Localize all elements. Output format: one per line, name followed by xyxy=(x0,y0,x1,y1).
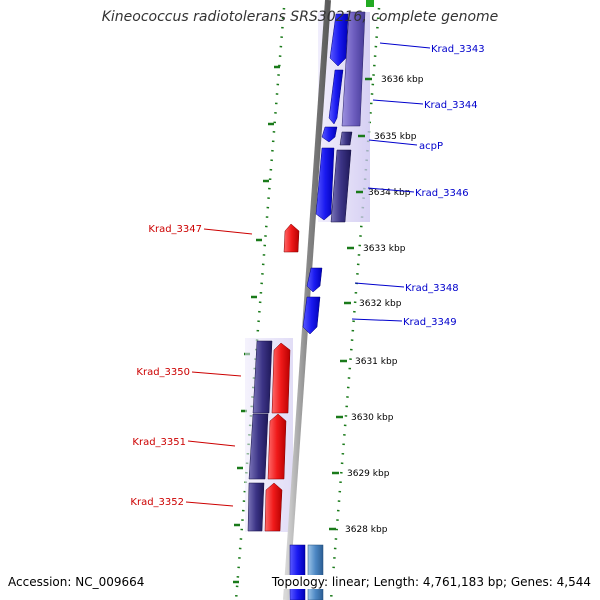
scale-label: 3631 kbp xyxy=(355,357,398,367)
gene-label-krad-3352[interactable]: Krad_3352 xyxy=(130,497,184,508)
rna-navy-3352 xyxy=(247,482,265,532)
gene-label-krad-3343[interactable]: Krad_3343 xyxy=(431,44,485,55)
gene-bottom-blue xyxy=(289,544,306,600)
gene-label-acpP[interactable]: acpP xyxy=(419,141,443,152)
forward-leaders xyxy=(351,42,431,322)
reverse-rna-features xyxy=(247,340,273,532)
scale-label: 3634 kbp xyxy=(368,188,411,198)
scale-label: 3628 kbp xyxy=(345,525,388,535)
gene-krad-3348 xyxy=(306,267,323,293)
gene-krad-3349 xyxy=(302,296,321,335)
genome-title: Kineococcus radiotolerans SRS30216, comp… xyxy=(101,9,499,25)
gene-krad-3351 xyxy=(267,413,287,480)
scale-label: 3632 kbp xyxy=(359,299,402,309)
scale-ticks xyxy=(329,77,372,531)
genome-summary: Topology: linear; Length: 4,761,183 bp; … xyxy=(271,575,591,589)
scale-label: 3636 kbp xyxy=(381,75,424,85)
scale-labels: 3636 kbp 3635 kbp 3634 kbp 3633 kbp 3632… xyxy=(345,75,424,535)
gene-krad-3350 xyxy=(271,342,291,414)
reverse-genes xyxy=(264,223,300,532)
gene-label-krad-3347[interactable]: Krad_3347 xyxy=(148,224,202,235)
gene-label-krad-3346[interactable]: Krad_3346 xyxy=(415,188,469,199)
scale-label: 3630 kbp xyxy=(351,413,394,423)
gene-krad-3346 xyxy=(315,147,335,221)
gene-krad-3344 xyxy=(328,69,344,125)
gene-label-krad-3350[interactable]: Krad_3350 xyxy=(136,367,190,378)
gene-label-krad-3344[interactable]: Krad_3344 xyxy=(424,100,478,111)
gene-krad-3352 xyxy=(264,482,283,532)
forward-genes xyxy=(289,13,349,600)
gene-label-krad-3349[interactable]: Krad_3349 xyxy=(403,317,457,328)
gene-label-krad-3348[interactable]: Krad_3348 xyxy=(405,283,459,294)
rna-steel-bottom xyxy=(307,544,324,600)
scale-label: 3633 kbp xyxy=(363,244,406,254)
gene-label-krad-3351[interactable]: Krad_3351 xyxy=(132,437,186,448)
gene-krad-3343 xyxy=(329,13,349,67)
scale-label: 3635 kbp xyxy=(374,132,417,142)
rna-navy-top xyxy=(339,131,353,146)
left-dotted-track xyxy=(234,7,286,600)
accession-text: Accession: NC_009664 xyxy=(8,575,145,589)
feature-green xyxy=(366,0,374,7)
scale-label: 3629 kbp xyxy=(347,469,390,479)
reverse-gene-labels: Krad_3347 Krad_3350 Krad_3351 Krad_3352 xyxy=(130,224,202,508)
forward-gene-labels: Krad_3343 Krad_3344 acpP Krad_3346 Krad_… xyxy=(403,44,485,328)
reverse-leaders xyxy=(185,228,253,507)
gene-krad-3347 xyxy=(283,223,300,253)
rna-navy-3350 xyxy=(252,340,273,414)
rna-navy-3351 xyxy=(248,413,269,480)
rna-purple-top xyxy=(341,11,366,127)
rna-navy-mid xyxy=(330,149,352,223)
right-dotted-track xyxy=(329,7,381,600)
gene-acpP xyxy=(321,126,338,143)
